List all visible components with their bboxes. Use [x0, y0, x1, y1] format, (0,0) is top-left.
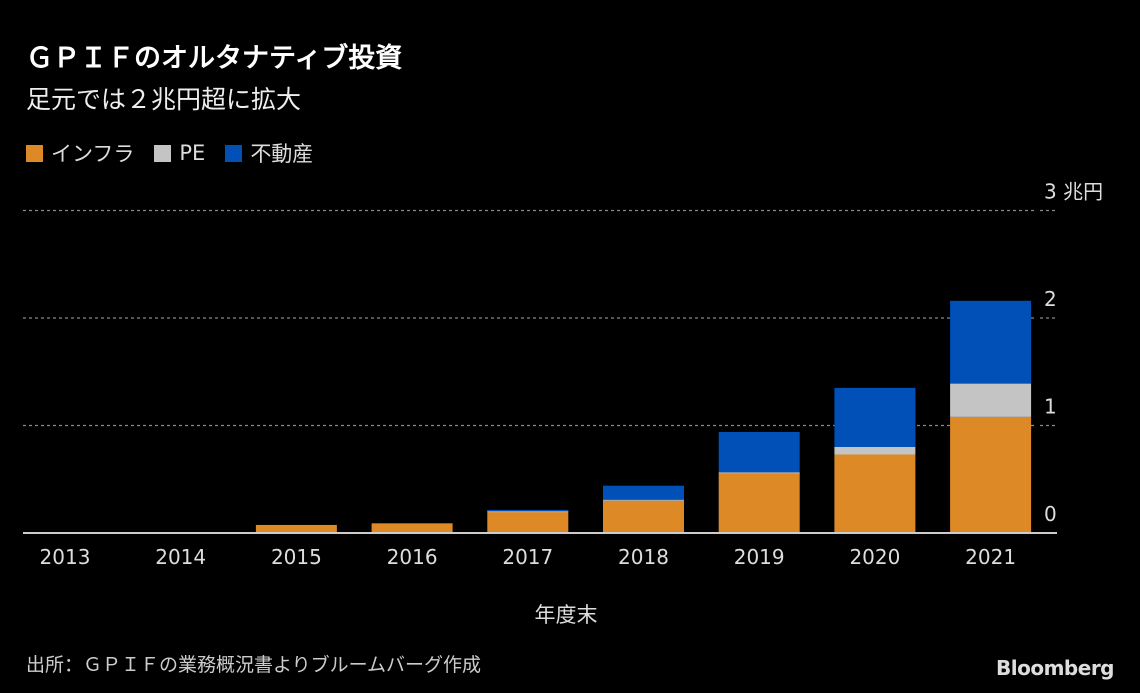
source-note: 出所：ＧＰＩＦの業務概況書よりブルームバーグ作成 [26, 654, 482, 676]
bar-2015-series-0 [255, 524, 337, 533]
bar-2021-series-2 [950, 300, 1032, 384]
bar-2019-series-2 [718, 431, 800, 473]
x-tick-label: 2021 [965, 545, 1016, 569]
legend-label: 不動産 [250, 142, 314, 166]
legend-item: インフラ [26, 138, 134, 168]
bar-2020-series-1 [834, 447, 916, 455]
bar-2018-series-1 [603, 499, 684, 501]
x-tick-label: 2015 [271, 545, 322, 569]
bar-2018-series-0 [603, 500, 684, 533]
y-tick-label: 3 兆円 [1044, 180, 1103, 204]
bar-2018-series-2 [603, 485, 684, 500]
bar-2021-series-0 [950, 416, 1032, 533]
chart-subtitle: 足元では２兆円超に拡大 [26, 85, 302, 114]
legend-swatch [26, 144, 43, 162]
x-axis-label: 年度末 [535, 603, 598, 627]
x-tick-label: 2018 [618, 545, 669, 569]
legend-label: インフラ [51, 142, 135, 166]
x-tick-label: 2020 [849, 545, 900, 569]
legend-label: PE [179, 141, 206, 165]
bar-2020-series-2 [834, 387, 916, 447]
x-tick-label: 2013 [40, 545, 91, 569]
bar-2019-series-1 [718, 472, 800, 474]
x-tick-label: 2014 [155, 545, 206, 569]
bar-2017-series-2 [487, 509, 569, 512]
legend-item: PE [154, 141, 205, 165]
bar-2016-series-0 [371, 523, 453, 533]
bar-2020-series-0 [834, 454, 916, 533]
chart-title: ＧＰＩＦのオルタナティブ投資 [26, 43, 403, 74]
bar-2019-series-0 [718, 472, 800, 533]
legend-swatch [225, 144, 243, 162]
y-tick-label: 1 [1044, 395, 1057, 419]
x-tick-label: 2019 [734, 545, 785, 569]
bar-2021-series-1 [950, 383, 1032, 417]
y-tick-label: 0 [1044, 502, 1057, 526]
x-tick-label: 2017 [502, 545, 553, 569]
bloomberg-logo: Bloomberg [996, 656, 1114, 680]
x-tick-label: 2016 [387, 545, 438, 569]
legend-item: 不動産 [225, 138, 313, 168]
legend: インフラ PE 不動産 [26, 138, 313, 168]
legend-swatch [154, 144, 172, 162]
bar-2017-series-1 [487, 511, 569, 513]
bar-2017-series-0 [487, 511, 569, 533]
y-tick-label: 2 [1044, 287, 1057, 311]
